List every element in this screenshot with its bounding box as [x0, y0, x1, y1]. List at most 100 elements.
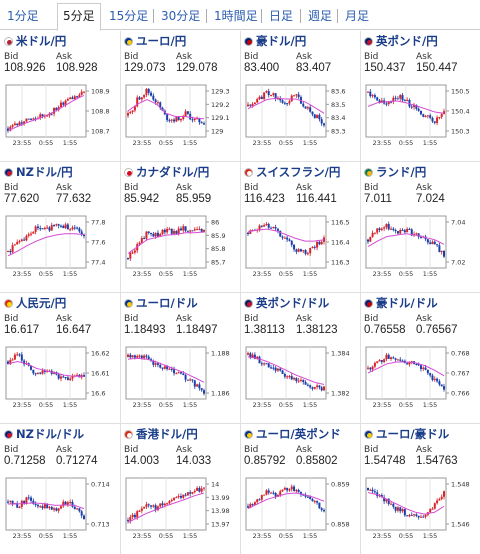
- rate-card-cad-jpy[interactable]: カナダドル/円 Bid Ask 85.942 85.959 86 85.9 85.8…: [120, 162, 240, 292]
- pair-name[interactable]: 米ドル/円: [16, 34, 67, 48]
- candle-body: [426, 369, 429, 374]
- rate-card-aud-jpy[interactable]: 豪ドル/円 Bid Ask 83.400 83.407 83.6 83.5 83.4…: [240, 31, 360, 161]
- mini-chart[interactable]: 0.859 0.858 23:55 0:55 1:55: [244, 476, 356, 542]
- pair-name[interactable]: ランド/円: [376, 165, 427, 179]
- y-tick-label: 129: [211, 128, 223, 136]
- candle-body: [371, 489, 374, 492]
- pair-name[interactable]: 香港ドル/円: [136, 427, 198, 441]
- candle-body: [203, 229, 205, 232]
- pair-name[interactable]: 英ポンド/ドル: [256, 296, 330, 310]
- tab-4[interactable]: 1時間足: [214, 9, 258, 23]
- candle-body: [161, 367, 164, 369]
- pair-name[interactable]: 豪ドル/ドル: [376, 296, 438, 310]
- mini-chart[interactable]: 1.188 1.186 23:55 0:55 1:55: [124, 345, 236, 411]
- rate-card-chf-jpy[interactable]: スイスフラン/円 Bid Ask 116.423 116.441 116.5 11…: [240, 162, 360, 292]
- mini-chart[interactable]: 1.548 1.546 23:55 0:55 1:55: [364, 476, 476, 542]
- mini-chart[interactable]: 0.768 0.767 0.766 23:55 0:55 1:55: [364, 345, 476, 411]
- tab-5[interactable]: 日足: [269, 9, 294, 23]
- candle-body: [387, 354, 390, 359]
- candle-body: [406, 228, 409, 233]
- tab-1[interactable]: 5分足: [57, 3, 101, 31]
- mini-chart[interactable]: 129.3 129.2 129.1 129 23:55 0:55 1:55: [124, 83, 236, 149]
- pair-name[interactable]: ユーロ/豪ドル: [376, 427, 450, 441]
- x-tick-label: 1:55: [423, 139, 438, 147]
- candle-body: [23, 500, 26, 504]
- mini-chart[interactable]: 83.6 83.5 83.4 83.3 23:55 0:55 1:55: [244, 83, 356, 149]
- candle-body: [401, 509, 404, 512]
- rate-card-aud-usd[interactable]: 豪ドル/ドル Bid Ask 0.76558 0.76567 0.768 0.76…: [360, 293, 480, 423]
- mini-chart[interactable]: 1.384 1.382 23:55 0:55 1:55: [244, 345, 356, 411]
- mini-chart[interactable]: 16.62 16.61 16.6 23:55 0:55 1:55: [4, 345, 116, 411]
- chart-svg: 108.9 108.8 108.7 23:55 0:55 1:55: [5, 84, 110, 147]
- rate-card-nzd-jpy[interactable]: NZドル/円 Bid Ask 77.620 77.632 77.8 77.6 77.…: [0, 162, 120, 292]
- candle-body: [66, 224, 69, 230]
- pair-name[interactable]: ユーロ/円: [136, 34, 187, 48]
- candle-body: [16, 354, 19, 356]
- rate-card-cny-jpy[interactable]: 人民元/円 Bid Ask 16.617 16.647 16.62 16.61 16…: [0, 293, 120, 423]
- tab-7[interactable]: 月足: [345, 9, 370, 23]
- x-tick-label: 23:55: [133, 270, 152, 278]
- mini-chart[interactable]: 108.9 108.8 108.7 23:55 0:55 1:55: [4, 83, 116, 149]
- candle-body: [156, 232, 159, 237]
- pair-name[interactable]: ユーロ/英ポンド: [256, 427, 341, 441]
- pair-name[interactable]: 豪ドル/円: [256, 34, 307, 48]
- candle-body: [320, 241, 323, 245]
- pair-name[interactable]: NZドル/円: [16, 165, 73, 179]
- pair-name[interactable]: 英ポンド/円: [376, 34, 438, 48]
- tab-2[interactable]: 15分足: [109, 9, 149, 23]
- candle-body: [23, 239, 26, 241]
- candle-body: [299, 249, 302, 252]
- flag-icon: [364, 167, 373, 177]
- candle-body: [267, 490, 270, 493]
- candle-body: [433, 378, 436, 380]
- flag-icon: [124, 298, 133, 308]
- flag-icon: [244, 429, 253, 439]
- pair-name[interactable]: NZドル/ドル: [16, 427, 85, 441]
- moving-average-line: [247, 228, 325, 242]
- mini-chart[interactable]: 14 13.99 13.98 13.97 23:55 0:55 1:55: [124, 476, 236, 542]
- candle-body: [43, 227, 46, 229]
- ask-value: 16.647: [56, 324, 92, 336]
- pair-name[interactable]: 人民元/円: [16, 296, 67, 310]
- rate-card-hkd-jpy[interactable]: 香港ドル/円 Bid Ask 14.003 14.033 14 13.99 13.9…: [120, 424, 240, 554]
- tab-6[interactable]: 週足: [308, 9, 333, 23]
- candle-body: [173, 497, 176, 500]
- flag-icon: [364, 36, 373, 46]
- bid-label: Bid: [4, 52, 19, 62]
- mini-chart[interactable]: 7.04 7.02 23:55 0:55 1:55: [364, 214, 476, 280]
- rate-card-usd-jpy[interactable]: 米ドル/円 Bid Ask 108.926 108.928 108.9 108.8…: [0, 31, 120, 161]
- rate-card-gbp-usd[interactable]: 英ポンド/ドル Bid Ask 1.38113 1.38123 1.384 1.3…: [240, 293, 360, 423]
- candle-body: [25, 497, 28, 504]
- candle-body: [247, 232, 249, 234]
- candle-body: [140, 355, 143, 359]
- candle-body: [129, 354, 132, 358]
- tab-3[interactable]: 30分足: [161, 9, 201, 23]
- grid-divider: [0, 423, 480, 424]
- moving-average-line: [7, 94, 85, 131]
- pair-name[interactable]: カナダドル/円: [136, 165, 210, 179]
- candle-body: [179, 372, 182, 374]
- mini-chart[interactable]: 150.5 150.4 150.3 23:55 0:55 1:55: [364, 83, 476, 149]
- tab-0[interactable]: 1分足: [7, 9, 39, 23]
- bid-value: 14.003: [124, 455, 160, 467]
- x-tick-label: 0:55: [399, 401, 414, 409]
- candle-body: [253, 502, 256, 505]
- rate-card-gbp-jpy[interactable]: 英ポンド/円 Bid Ask 150.437 150.447 150.5 150.…: [360, 31, 480, 161]
- candle-body: [313, 387, 316, 389]
- rate-card-nzd-usd[interactable]: NZドル/ドル Bid Ask 0.71258 0.71274 0.714 0.7…: [0, 424, 120, 554]
- pair-name[interactable]: ユーロ/ドル: [136, 296, 198, 310]
- rate-card-eur-aud[interactable]: ユーロ/豪ドル Bid Ask 1.54748 1.54763 1.548 1.5…: [360, 424, 480, 554]
- rate-card-eur-gbp[interactable]: ユーロ/英ポンド Bid Ask 0.85792 0.85802 0.859 0.…: [240, 424, 360, 554]
- rate-card-eur-jpy[interactable]: ユーロ/円 Bid Ask 129.073 129.078 129.3 129.2…: [120, 31, 240, 161]
- rate-card-eur-usd[interactable]: ユーロ/ドル Bid Ask 1.18493 1.18497 1.188 1.18…: [120, 293, 240, 423]
- candle-body: [30, 365, 33, 370]
- mini-chart[interactable]: 77.8 77.6 77.4 23:55 0:55 1:55: [4, 214, 116, 280]
- rate-card-zar-jpy[interactable]: ランド/円 Bid Ask 7.011 7.024 7.04 7.02 23:55 0…: [360, 162, 480, 292]
- mini-chart[interactable]: 86 85.9 85.8 85.7 23:55 0:55 1:55: [124, 214, 236, 280]
- mini-chart[interactable]: 0.714 0.713 23:55 0:55 1:55: [4, 476, 116, 542]
- candle-body: [431, 117, 434, 122]
- pair-name[interactable]: スイスフラン/円: [256, 165, 341, 179]
- candle-body: [154, 232, 157, 237]
- y-tick-label: 85.8: [211, 245, 225, 253]
- mini-chart[interactable]: 116.5 116.4 116.3 23:55 0:55 1:55: [244, 214, 356, 280]
